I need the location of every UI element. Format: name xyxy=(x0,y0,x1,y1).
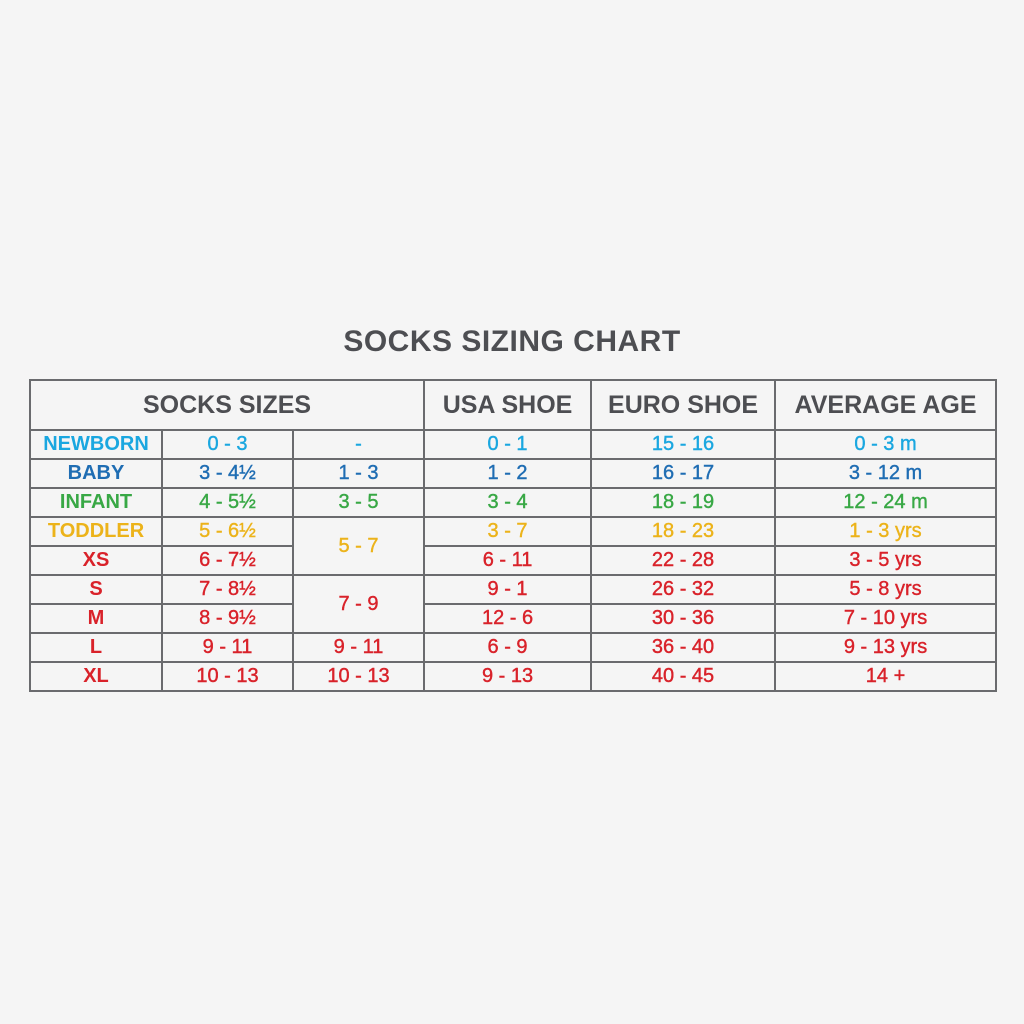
usa-shoe: 6 - 9 xyxy=(423,632,593,663)
average-age: 12 - 24 m xyxy=(774,487,998,518)
usa-shoe: 3 - 4 xyxy=(423,487,593,518)
alt-range: 3 - 5 xyxy=(291,487,426,518)
size-range: 7 - 8½ xyxy=(161,574,294,605)
alt-range: 5 - 7 xyxy=(291,516,426,576)
usa-shoe: 0 - 1 xyxy=(423,429,593,460)
table-row: BABY 3 - 4½ 1 - 3 1 - 2 16 - 17 3 - 12 m xyxy=(29,458,998,489)
size-range: 5 - 6½ xyxy=(161,516,294,547)
header-average-age: AVERAGE AGE xyxy=(774,379,998,431)
alt-range: - xyxy=(291,429,426,460)
usa-shoe: 6 - 11 xyxy=(423,545,593,576)
average-age: 1 - 3 yrs xyxy=(774,516,998,547)
usa-shoe: 1 - 2 xyxy=(423,458,593,489)
size-range: 8 - 9½ xyxy=(161,603,294,634)
size-label: TODDLER xyxy=(29,516,163,547)
table-row: L 9 - 11 9 - 11 6 - 9 36 - 40 9 - 13 yrs xyxy=(29,632,998,663)
alt-range: 7 - 9 xyxy=(291,574,426,634)
size-label: XS xyxy=(29,545,163,576)
euro-shoe: 30 - 36 xyxy=(590,603,777,634)
size-range: 6 - 7½ xyxy=(161,545,294,576)
average-age: 5 - 8 yrs xyxy=(774,574,998,605)
usa-shoe: 9 - 1 xyxy=(423,574,593,605)
euro-shoe: 16 - 17 xyxy=(590,458,777,489)
chart-title: SOCKS SIZING CHART xyxy=(343,325,681,358)
euro-shoe: 18 - 23 xyxy=(590,516,777,547)
alt-range: 9 - 11 xyxy=(291,632,426,663)
euro-shoe: 26 - 32 xyxy=(590,574,777,605)
average-age: 0 - 3 m xyxy=(774,429,998,460)
average-age: 9 - 13 yrs xyxy=(774,632,998,663)
alt-range: 10 - 13 xyxy=(291,661,426,692)
size-range: 4 - 5½ xyxy=(161,487,294,518)
euro-shoe: 15 - 16 xyxy=(590,429,777,460)
euro-shoe: 22 - 28 xyxy=(590,545,777,576)
size-range: 3 - 4½ xyxy=(161,458,294,489)
euro-shoe: 40 - 45 xyxy=(590,661,777,692)
sizing-table: SOCKS SIZES USA SHOE EURO SHOE AVERAGE A… xyxy=(28,379,998,692)
size-label: NEWBORN xyxy=(29,429,163,460)
size-label: INFANT xyxy=(29,487,163,518)
usa-shoe: 12 - 6 xyxy=(423,603,593,634)
header-usa-shoe: USA SHOE xyxy=(423,379,593,431)
size-label: M xyxy=(29,603,163,634)
size-label: BABY xyxy=(29,458,163,489)
average-age: 3 - 12 m xyxy=(774,458,998,489)
usa-shoe: 3 - 7 xyxy=(423,516,593,547)
euro-shoe: 18 - 19 xyxy=(590,487,777,518)
table-row: XL 10 - 13 10 - 13 9 - 13 40 - 45 14 + xyxy=(29,661,998,692)
table-row: TODDLER 5 - 6½ 5 - 7 3 - 7 18 - 23 1 - 3… xyxy=(29,516,998,576)
average-age: 3 - 5 yrs xyxy=(774,545,998,576)
table-row: INFANT 4 - 5½ 3 - 5 3 - 4 18 - 19 12 - 2… xyxy=(29,487,998,518)
table-row: M 8 - 9½ 12 - 6 30 - 36 7 - 10 yrs xyxy=(29,603,998,634)
table-row: S 7 - 8½ 7 - 9 9 - 1 26 - 32 5 - 8 yrs xyxy=(29,574,998,634)
header-socks-sizes: SOCKS SIZES xyxy=(28,379,426,431)
size-label: XL xyxy=(29,661,163,692)
size-label: L xyxy=(29,632,163,663)
size-range: 0 - 3 xyxy=(161,429,294,460)
header-euro-shoe: EURO SHOE xyxy=(590,379,777,431)
header-row: SOCKS SIZES USA SHOE EURO SHOE AVERAGE A… xyxy=(28,379,998,431)
table-row: XS 6 - 7½ 6 - 11 22 - 28 3 - 5 yrs xyxy=(29,545,998,576)
euro-shoe: 36 - 40 xyxy=(590,632,777,663)
average-age: 14 + xyxy=(774,661,998,692)
size-label: S xyxy=(29,574,163,605)
size-range: 9 - 11 xyxy=(161,632,294,663)
size-range: 10 - 13 xyxy=(161,661,294,692)
alt-range: 1 - 3 xyxy=(291,458,426,489)
table-row: NEWBORN 0 - 3 - 0 - 1 15 - 16 0 - 3 m xyxy=(29,429,998,460)
usa-shoe: 9 - 13 xyxy=(423,661,593,692)
average-age: 7 - 10 yrs xyxy=(774,603,998,634)
